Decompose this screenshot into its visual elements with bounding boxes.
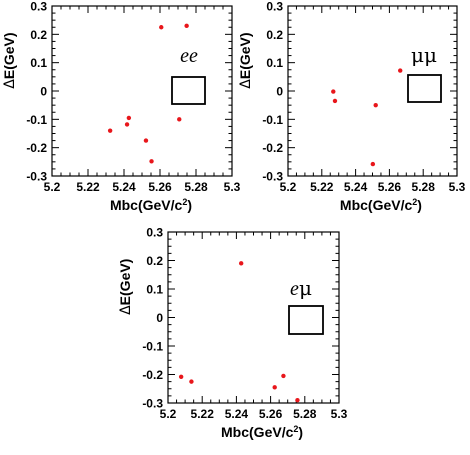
scatter-panel-1: 5.2 5.22 5.24 5.26 5.28 5.3 -0.3 -0.2 -0.1 0 0.1 0.… (1, 0, 241, 213)
y-tick-label: 0.2 (266, 28, 283, 42)
x-tick-label: 5.28 (184, 180, 208, 194)
signal-region-box (171, 76, 206, 105)
y-tick-label: -0.3 (142, 397, 163, 411)
data-point (107, 128, 113, 133)
x-tick-label: 5.3 (224, 180, 241, 194)
x-tick-label: 5.3 (449, 180, 466, 194)
y-tick-label: 0.1 (146, 283, 163, 297)
y-tick-label: -0.3 (26, 170, 47, 184)
x-tick-label: 5.2 (44, 180, 61, 194)
y-tick-label: -0.1 (262, 113, 283, 127)
signal-region-box (407, 74, 442, 103)
y-axis-title: ΔE(GeV) (237, 32, 254, 88)
x-tick-label: 5.24 (344, 180, 368, 194)
plot-frame (167, 231, 340, 404)
x-axis-title: Mbc(GeV/c2) (221, 424, 303, 440)
data-point (332, 98, 338, 104)
y-tick-label: 0 (276, 85, 283, 99)
y-tick-label: 0 (156, 311, 163, 325)
x-tick-label: 5.22 (76, 180, 100, 194)
y-tick-label: -0.1 (26, 113, 47, 127)
x-tick-label: 5.26 (148, 180, 172, 194)
y-tick-label: -0.2 (26, 141, 47, 155)
data-point (238, 261, 244, 266)
y-tick-label: 0.3 (146, 226, 163, 240)
x-tick-label: 5.2 (280, 180, 297, 194)
y-tick-label: -0.1 (142, 340, 163, 354)
data-point (143, 138, 149, 143)
y-tick-label: -0.2 (142, 368, 163, 382)
y-tick-label: 0 (40, 85, 47, 99)
x-tick-label: 5.24 (112, 180, 136, 194)
channel-label: ee (180, 45, 198, 67)
data-point (126, 115, 132, 121)
plot-frame (287, 5, 458, 177)
y-tick-label: 0.1 (266, 56, 283, 70)
x-tick-label: 5.22 (191, 407, 215, 421)
y-axis-title: ΔE(GeV) (117, 259, 134, 315)
data-point (178, 374, 184, 379)
y-tick-label: -0.2 (262, 141, 283, 155)
y-tick-label: -0.3 (262, 170, 283, 184)
x-tick-label: 5.22 (310, 180, 334, 194)
x-tick-label: 5.28 (412, 180, 436, 194)
x-tick-label: 5.24 (225, 407, 249, 421)
data-point (281, 373, 286, 379)
scatter-panel-2: 5.2 5.22 5.24 5.26 5.28 5.3 -0.3 -0.2 -0.1 0 0.1 0.… (237, 0, 466, 213)
x-axis-title: Mbc(GeV/c2) (340, 197, 422, 213)
y-tick-label: 0.2 (146, 254, 163, 268)
x-tick-label: 5.28 (293, 407, 317, 421)
y-tick-label: 0.1 (30, 56, 47, 70)
channel-label: eμ (290, 276, 312, 300)
data-point (370, 161, 376, 167)
data-point (398, 68, 403, 73)
x-tick-label: 5.26 (259, 407, 283, 421)
data-point (124, 122, 130, 127)
x-tick-label: 5.2 (160, 407, 177, 421)
y-tick-label: 0.3 (266, 0, 283, 14)
x-tick-label: 5.3 (331, 407, 348, 421)
signal-region-box (288, 305, 324, 335)
data-point (373, 102, 378, 108)
channel-label: μμ (411, 43, 437, 67)
x-tick-label: 5.26 (378, 180, 402, 194)
data-point (177, 117, 182, 122)
data-point (189, 379, 194, 384)
x-axis-title: Mbc(GeV/c2) (110, 197, 192, 213)
data-point (331, 89, 336, 94)
data-point (184, 23, 189, 29)
y-tick-label: 0.3 (30, 0, 47, 14)
y-axis-title: ΔE(GeV) (1, 32, 18, 88)
data-point (295, 397, 300, 403)
data-point (159, 25, 164, 30)
y-tick-label: 0.2 (30, 28, 47, 42)
data-point (272, 385, 277, 390)
scatter-panel-3: 5.2 5.22 5.24 5.26 5.28 5.3 -0.3 -0.2 -0.1 0 0.1 0.… (117, 226, 348, 441)
data-point (149, 159, 154, 164)
